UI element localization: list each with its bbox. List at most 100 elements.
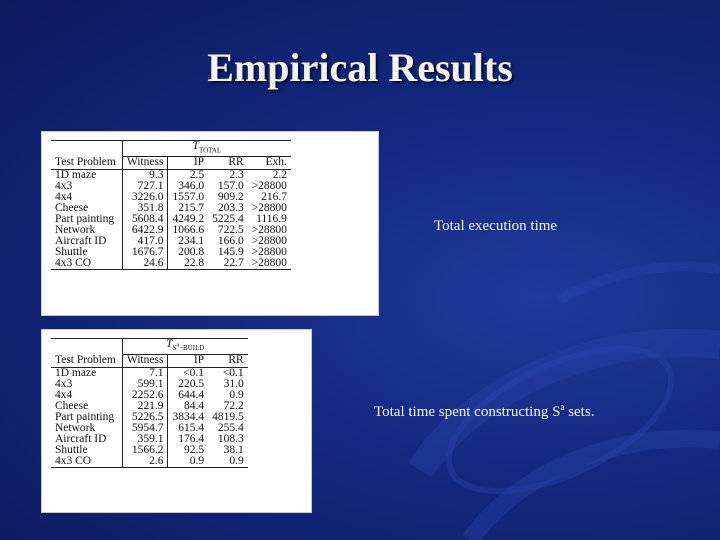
total-execution-caption: Total execution time bbox=[434, 218, 558, 234]
build-time-value-cell: 84.4 bbox=[183, 400, 205, 413]
build-time-table-row: 4x4 2252.6 644.4 0.9 bbox=[51, 389, 248, 402]
total-time-value-cell: >28800 bbox=[247, 258, 291, 271]
total-time-table-row: 4x3 CO 24.6 22.8 22.7 >28800 bbox=[51, 258, 291, 271]
total-time-value-cell: 351.8 bbox=[122, 203, 169, 215]
total-time-problem-cell: Shuttle bbox=[51, 247, 123, 259]
build-time-table-row: 4x3 599.1 220.5 31.0 bbox=[51, 378, 248, 391]
total-time-value-cell: 145.9 bbox=[217, 246, 244, 259]
slide-title: Empirical Results bbox=[207, 45, 513, 90]
build-time-problem-cell: Cheese bbox=[51, 401, 123, 413]
total-time-group-header: TTOTAL bbox=[122, 139, 291, 158]
total-time-value-cell: 234.1 bbox=[178, 235, 205, 248]
build-time-value-cell: 2252.6 bbox=[122, 390, 169, 402]
total-time-value-cell: 157.0 bbox=[217, 180, 244, 193]
total-time-value-cell: 1557.0 bbox=[172, 191, 205, 204]
total-time-value-cell: 3226.0 bbox=[122, 192, 169, 204]
total-time-value-cell: >28800 bbox=[251, 246, 287, 259]
total-time-value-cell: 216.7 bbox=[261, 191, 287, 204]
total-time-column-header: Exh. bbox=[247, 157, 291, 171]
build-time-problem-cell: Network bbox=[51, 423, 123, 435]
total-time-table-row: Part painting 5608.4 4249.2 5225.4 1116.9 bbox=[51, 213, 291, 226]
build-time-value-cell: 0.9 bbox=[208, 456, 248, 469]
total-time-value-cell: 2.2 bbox=[272, 169, 287, 182]
build-time-problem-cell: 4x4 bbox=[51, 390, 123, 402]
total-time-table-row: 4x4 3226.0 1557.0 909.2 216.7 bbox=[51, 191, 291, 204]
build-time-table: TSa−BUILD Test Problem Witness IP RR 1D maz… bbox=[51, 337, 248, 469]
build-time-problem-cell: Aircraft ID bbox=[51, 434, 123, 446]
build-time-table-row: Cheese 221.9 84.4 72.2 bbox=[51, 400, 248, 413]
build-time-table-row: 1D maze 7.1 <0.1 <0.1 bbox=[51, 368, 248, 380]
total-time-value-cell: 24.6 bbox=[122, 258, 169, 271]
total-time-value-cell: 727.1 bbox=[122, 181, 169, 193]
total-time-value-cell: >28800 bbox=[251, 235, 287, 248]
build-time-value-cell: 92.5 bbox=[183, 444, 205, 457]
total-time-table-image: TTOTAL Test Problem Witness IP RR Exh. 1D ma… bbox=[41, 131, 379, 316]
build-time-value-cell: 615.4 bbox=[178, 422, 205, 435]
build-time-value-cell: 3834.4 bbox=[172, 411, 205, 424]
total-time-value-cell: >28800 bbox=[251, 202, 287, 215]
total-time-problem-cell: 1D maze bbox=[51, 170, 123, 182]
total-time-problem-cell: Cheese bbox=[51, 203, 123, 215]
total-time-value-cell: 22.8 bbox=[167, 258, 209, 271]
total-time-value-cell: >28800 bbox=[251, 224, 287, 237]
build-time-value-cell: 7.1 bbox=[122, 368, 169, 380]
total-time-table-row: 1D maze 9.3 2.5 2.3 2.2 bbox=[51, 170, 291, 182]
total-time-problem-cell: Part painting bbox=[51, 214, 123, 226]
caption-superscript: a bbox=[560, 402, 565, 412]
total-time-table-row: Cheese 351.8 215.7 203.3 >28800 bbox=[51, 202, 291, 215]
total-time-value-cell: 5225.4 bbox=[212, 213, 244, 226]
total-time-table-row: Aircraft ID 417.0 234.1 166.0 >28800 bbox=[51, 235, 291, 248]
total-time-value-cell: 5608.4 bbox=[122, 214, 169, 226]
total-time-table: TTOTAL Test Problem Witness IP RR Exh. 1D ma… bbox=[51, 139, 291, 271]
build-time-value-cell: 220.5 bbox=[178, 378, 205, 391]
build-time-problem-cell: 1D maze bbox=[51, 368, 123, 380]
total-time-value-cell: 722.5 bbox=[217, 224, 244, 237]
build-time-column-header: IP bbox=[167, 355, 209, 369]
total-time-column-header: Witness bbox=[122, 157, 169, 171]
total-time-value-cell: 346.0 bbox=[178, 180, 205, 193]
build-time-column-header: Test Problem bbox=[51, 354, 123, 369]
build-time-table-row: Aircraft ID 359.1 176.4 108.3 bbox=[51, 433, 248, 446]
total-time-value-cell: 166.0 bbox=[217, 235, 244, 248]
build-time-value-cell: 255.4 bbox=[217, 422, 244, 435]
build-time-table-row: Network 5954.7 615.4 255.4 bbox=[51, 422, 248, 435]
total-time-problem-cell: 4x3 bbox=[51, 181, 123, 193]
build-time-value-cell: <0.1 bbox=[183, 367, 205, 380]
total-time-value-cell: 1116.9 bbox=[256, 213, 287, 226]
build-time-value-cell: 599.1 bbox=[122, 379, 169, 391]
total-time-value-cell: 2.5 bbox=[189, 169, 205, 182]
total-time-value-cell: 417.0 bbox=[122, 236, 169, 248]
build-time-column-header: Witness bbox=[122, 355, 169, 369]
build-time-group-header: TSa−BUILD bbox=[122, 337, 248, 356]
build-time-table-row: Part painting 5226.5 3834.4 4819.5 bbox=[51, 411, 248, 424]
build-time-problem-cell: 4x3 CO bbox=[51, 456, 123, 469]
total-time-problem-cell: Aircraft ID bbox=[51, 236, 123, 248]
total-time-value-cell: 1066.6 bbox=[172, 224, 205, 237]
total-time-value-cell: 909.2 bbox=[217, 191, 244, 204]
total-time-table-row: 4x3 727.1 346.0 157.0 >28800 bbox=[51, 180, 291, 193]
build-time-value-cell: 108.3 bbox=[217, 433, 244, 446]
build-time-table-row: Shuttle 1566.2 92.5 38.1 bbox=[51, 444, 248, 457]
build-time-value-cell: 5226.5 bbox=[122, 412, 169, 424]
total-time-value-cell: 200.8 bbox=[178, 246, 205, 259]
build-time-problem-cell: Part painting bbox=[51, 412, 123, 424]
total-time-column-header: RR bbox=[208, 157, 248, 171]
build-time-column-header: RR bbox=[208, 355, 248, 369]
total-time-value-cell: 6422.9 bbox=[122, 225, 169, 237]
total-time-value-cell: 4249.2 bbox=[172, 213, 205, 226]
build-time-value-cell: 72.2 bbox=[223, 400, 244, 413]
total-time-problem-cell: 4x3 CO bbox=[51, 258, 123, 271]
build-time-table-image: TSa−BUILD Test Problem Witness IP RR 1D maz… bbox=[41, 329, 312, 513]
total-time-value-cell: 215.7 bbox=[178, 202, 205, 215]
total-time-problem-cell: Network bbox=[51, 225, 123, 237]
build-time-value-cell: 5954.7 bbox=[122, 423, 169, 435]
total-time-problem-cell: 4x4 bbox=[51, 192, 123, 204]
build-time-value-cell: 644.4 bbox=[178, 389, 205, 402]
total-time-value-cell: 9.3 bbox=[122, 170, 169, 182]
total-time-column-header: IP bbox=[167, 157, 209, 171]
build-time-value-cell: 38.1 bbox=[223, 444, 244, 457]
total-time-table-row: Network 6422.9 1066.6 722.5 >28800 bbox=[51, 224, 291, 237]
total-time-value-cell: 203.3 bbox=[217, 202, 244, 215]
build-time-problem-cell: 4x3 bbox=[51, 379, 123, 391]
